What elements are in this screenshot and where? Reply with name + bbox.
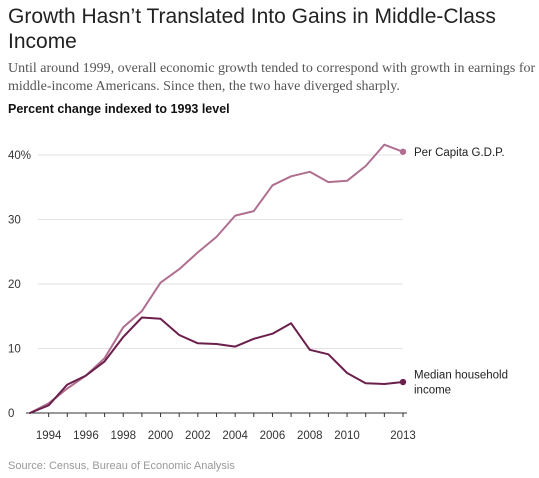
x-tick-label: 1994 <box>36 430 62 442</box>
x-tick-label: 2010 <box>334 430 360 442</box>
series-end-marker-1 <box>399 378 407 386</box>
x-tick-label: 2013 <box>390 430 416 442</box>
series-label-1-line-0: Median household <box>414 370 508 382</box>
series-label-0-line-0: Per Capita G.D.P. <box>414 147 505 159</box>
y-tick-label: 0 <box>8 408 14 420</box>
x-axis-ticks: 1994 1996 1998 2000 2002 2004 2006 2008 2010 2013 <box>36 413 416 442</box>
series-labels: Per Capita G.D.P. Median household income <box>414 147 508 397</box>
chart-subtitle: Until around 1999, overall economic grow… <box>8 61 536 94</box>
series-end-marker-0 <box>399 148 407 155</box>
x-tick-label: 2008 <box>297 430 323 442</box>
y-axis-label: Percent change indexed to 1993 level <box>8 102 230 116</box>
series-label-1-line-1: income <box>414 385 451 397</box>
gridlines <box>38 154 403 349</box>
y-axis-ticks: 0 10 20 30 40% <box>8 150 31 420</box>
x-tick-label: 2000 <box>148 430 174 442</box>
x-tick-label: 1998 <box>110 430 136 442</box>
y-tick-label: 10 <box>8 344 21 356</box>
x-tick-label: 2002 <box>185 430 211 442</box>
y-tick-label: 20 <box>8 279 21 291</box>
source-note: Source: Census, Bureau of Economic Analy… <box>8 460 235 472</box>
x-tick-label: 2004 <box>222 430 248 442</box>
series-line-1 <box>29 316 404 414</box>
series-lines <box>29 143 407 414</box>
x-tick-label: 2006 <box>260 430 286 442</box>
chart-title: Growth Hasn’t Translated Into Gains in M… <box>8 5 496 53</box>
x-tick-label: 1996 <box>73 430 99 442</box>
y-tick-label: 40% <box>8 150 31 162</box>
y-tick-label: 30 <box>8 215 21 227</box>
